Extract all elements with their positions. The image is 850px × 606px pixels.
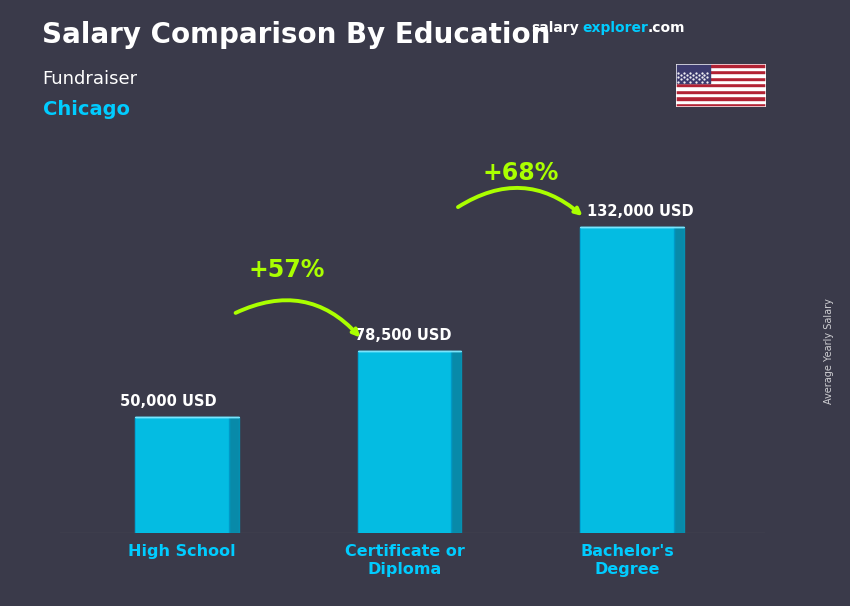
- Text: +68%: +68%: [482, 161, 558, 185]
- Text: .com: .com: [648, 21, 685, 35]
- Text: 78,500 USD: 78,500 USD: [355, 328, 452, 343]
- Polygon shape: [358, 351, 451, 533]
- Text: explorer: explorer: [582, 21, 648, 35]
- Text: 132,000 USD: 132,000 USD: [587, 204, 694, 219]
- Text: Average Yearly Salary: Average Yearly Salary: [824, 299, 834, 404]
- Text: Fundraiser: Fundraiser: [42, 70, 138, 88]
- Text: 50,000 USD: 50,000 USD: [120, 394, 216, 409]
- Text: Salary Comparison By Education: Salary Comparison By Education: [42, 21, 551, 49]
- Polygon shape: [135, 418, 229, 533]
- Text: Chicago: Chicago: [42, 100, 129, 119]
- Text: +57%: +57%: [248, 258, 325, 282]
- Polygon shape: [451, 351, 462, 533]
- Polygon shape: [581, 227, 674, 533]
- Text: salary: salary: [531, 21, 579, 35]
- Polygon shape: [229, 418, 239, 533]
- Polygon shape: [674, 227, 683, 533]
